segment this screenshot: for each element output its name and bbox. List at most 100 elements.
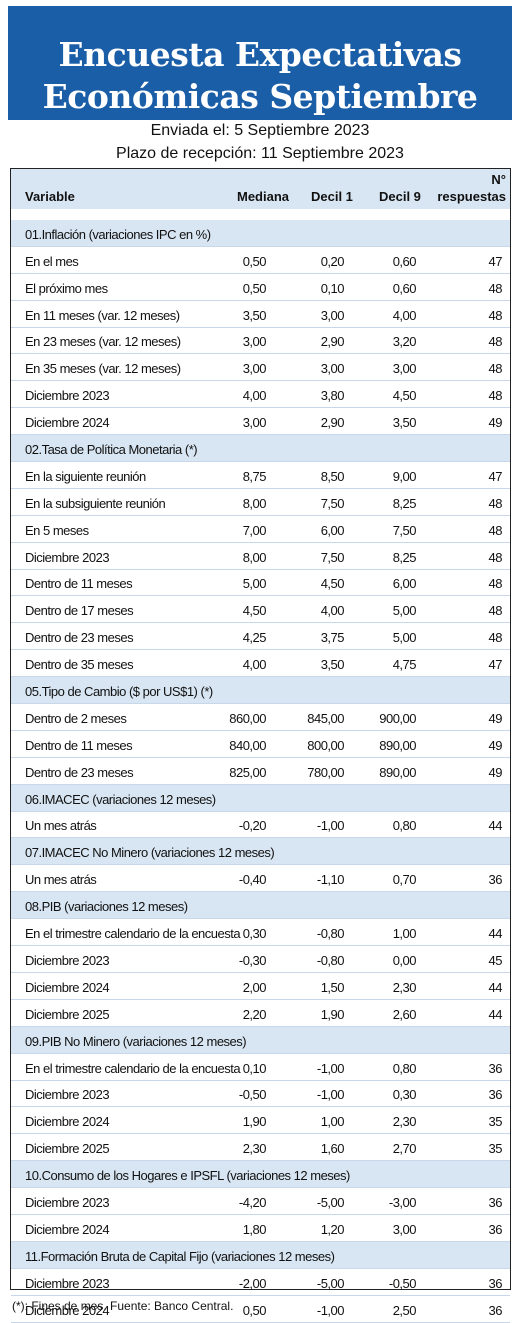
table-row: Diciembre 2024 2,00 1,50 2,30 44 bbox=[11, 973, 510, 1000]
median-cell: -2,00 bbox=[238, 1275, 267, 1291]
row-label: En la siguiente reunión bbox=[25, 468, 146, 484]
table-row: Un mes atrás -0,40 -1,10 0,70 36 bbox=[11, 865, 510, 893]
responses-cell: 45 bbox=[488, 952, 503, 968]
decile-1-cell: 3,50 bbox=[320, 657, 345, 673]
footnote: (*): Fines de mes. Fuente: Banco Central… bbox=[12, 1299, 234, 1313]
median-cell: 2,00 bbox=[242, 979, 267, 995]
decile-9-cell: 4,50 bbox=[392, 388, 417, 404]
decile-1-cell: 4,00 bbox=[320, 603, 345, 619]
table-row: Dentro de 11 meses 840,00 800,00 890,00 49 bbox=[11, 731, 510, 758]
table-row: Diciembre 2025 2,20 1,90 2,60 44 bbox=[11, 1000, 510, 1027]
category-row: 02.Tasa de Política Monetaria (*) bbox=[11, 435, 510, 463]
responses-cell: 48 bbox=[488, 388, 503, 404]
row-label: Un mes atrás bbox=[25, 872, 97, 888]
table-row: Un mes atrás -0,20 -1,00 0,80 44 bbox=[11, 812, 510, 839]
responses-cell: 48 bbox=[488, 522, 503, 538]
decile-1-cell: 1,60 bbox=[320, 1141, 345, 1157]
category-row: 08.PIB (variaciones 12 meses) bbox=[11, 892, 510, 920]
decile-9-cell: 8,25 bbox=[392, 549, 417, 565]
decile-9-cell: 3,20 bbox=[392, 334, 417, 350]
decile-1-cell: 7,50 bbox=[320, 549, 345, 565]
category-row: 01.Inflación (variaciones IPC en %) bbox=[11, 220, 510, 247]
responses-cell: 44 bbox=[488, 1006, 503, 1022]
row-label: Diciembre 2023 bbox=[25, 1194, 110, 1210]
table-row: Diciembre 2025 2,30 1,60 2,70 35 bbox=[11, 1134, 510, 1162]
responses-cell: 36 bbox=[488, 1060, 503, 1076]
responses-cell: 36 bbox=[488, 1302, 503, 1318]
table-row: El próximo mes 0,50 0,10 0,60 48 bbox=[11, 274, 510, 301]
decile-1-cell: 1,00 bbox=[320, 1114, 345, 1130]
median-cell: 3,00 bbox=[242, 334, 267, 350]
category-label: 06.IMACEC (variaciones 12 meses) bbox=[25, 791, 216, 807]
table-row: Dentro de 11 meses 5,00 4,50 6,00 48 bbox=[11, 570, 510, 597]
table-row: En la subsiguiente reunión 8,00 7,50 8,25 48 bbox=[11, 489, 510, 516]
decile-1-cell: -0,80 bbox=[316, 952, 345, 968]
category-row: 11.Formación Bruta de Capital Fijo (vari… bbox=[11, 1241, 510, 1269]
table-row: Diciembre 2024 1,90 1,00 2,30 35 bbox=[11, 1107, 510, 1135]
row-label: Diciembre 2024 bbox=[25, 1114, 110, 1130]
table-row: Dentro de 35 meses 4,00 3,50 4,75 47 bbox=[11, 650, 510, 678]
responses-cell: 48 bbox=[488, 549, 503, 565]
responses-cell: 48 bbox=[488, 307, 503, 323]
decile-9-cell: 0,00 bbox=[392, 952, 417, 968]
decile-9-cell: 4,00 bbox=[392, 307, 417, 323]
median-cell: 0,30 bbox=[242, 926, 267, 942]
decile-9-cell: 6,00 bbox=[392, 576, 417, 592]
decile-1-cell: 4,50 bbox=[320, 576, 345, 592]
table-row: Diciembre 2023 -0,30 -0,80 0,00 45 bbox=[11, 946, 510, 973]
decile-9-cell: -3,00 bbox=[388, 1194, 417, 1210]
row-label: El próximo mes bbox=[25, 280, 108, 296]
responses-cell: 48 bbox=[488, 603, 503, 619]
category-row: 10.Consumo de los Hogares e IPSFL (varia… bbox=[11, 1161, 510, 1189]
responses-cell: 47 bbox=[488, 468, 503, 484]
row-label: En la subsiguiente reunión bbox=[25, 495, 166, 511]
decile-9-cell: 0,70 bbox=[392, 872, 417, 888]
median-cell: 4,50 bbox=[242, 603, 267, 619]
table-row: Diciembre 2024 1,80 1,20 3,00 36 bbox=[11, 1215, 510, 1242]
decile-1-cell: -1,00 bbox=[316, 818, 345, 834]
decile-1-cell: -1,10 bbox=[316, 872, 345, 888]
table-row: Dentro de 23 meses 4,25 3,75 5,00 48 bbox=[11, 623, 510, 651]
decile-9-cell: -0,50 bbox=[388, 1275, 417, 1291]
decile-1-cell: -1,00 bbox=[316, 1060, 345, 1076]
category-label: 09.PIB No Minero (variaciones 12 meses) bbox=[25, 1033, 247, 1049]
table-row: Diciembre 2023 4,00 3,80 4,50 48 bbox=[11, 381, 510, 409]
decile-9-cell: 2,30 bbox=[392, 1114, 417, 1130]
median-cell: 825,00 bbox=[229, 764, 266, 780]
table-row: En el mes 0,50 0,20 0,60 47 bbox=[11, 247, 510, 274]
category-row: 09.PIB No Minero (variaciones 12 meses) bbox=[11, 1026, 510, 1054]
table-row: Dentro de 2 meses 860,00 845,00 900,00 49 bbox=[11, 704, 510, 731]
responses-cell: 36 bbox=[488, 1221, 503, 1237]
decile-9-cell: 3,00 bbox=[392, 1221, 417, 1237]
header-variable: Variable bbox=[25, 189, 75, 204]
header-responses: N° respuestas bbox=[437, 171, 506, 205]
decile-9-cell: 0,80 bbox=[392, 1060, 417, 1076]
median-cell: -4,20 bbox=[238, 1194, 267, 1210]
median-cell: 860,00 bbox=[229, 710, 266, 726]
header-responses-label: respuestas bbox=[437, 189, 506, 204]
median-cell: 840,00 bbox=[229, 737, 266, 753]
row-label: En el mes bbox=[25, 253, 79, 269]
responses-cell: 48 bbox=[488, 361, 503, 377]
responses-cell: 36 bbox=[488, 1194, 503, 1210]
row-label: Dentro de 2 meses bbox=[25, 710, 127, 726]
decile-1-cell: 800,00 bbox=[307, 737, 344, 753]
row-label: Diciembre 2025 bbox=[25, 1006, 110, 1022]
responses-cell: 49 bbox=[488, 737, 503, 753]
decile-9-cell: 900,00 bbox=[379, 710, 416, 726]
category-label: 02.Tasa de Política Monetaria (*) bbox=[25, 442, 198, 458]
median-cell: 8,75 bbox=[242, 468, 267, 484]
category-row: 05.Tipo de Cambio ($ por US$1) (*) bbox=[11, 677, 510, 705]
decile-1-cell: -1,00 bbox=[316, 1087, 345, 1103]
responses-cell: 49 bbox=[488, 710, 503, 726]
median-cell: 0,10 bbox=[242, 1060, 267, 1076]
decile-1-cell: 3,00 bbox=[320, 361, 345, 377]
median-cell: 8,00 bbox=[242, 495, 267, 511]
decile-9-cell: 3,00 bbox=[392, 361, 417, 377]
category-row: 06.IMACEC (variaciones 12 meses) bbox=[11, 784, 510, 812]
median-cell: 7,00 bbox=[242, 522, 267, 538]
decile-9-cell: 1,00 bbox=[392, 926, 417, 942]
median-cell: -0,20 bbox=[238, 818, 267, 834]
table-row: Diciembre 2023 -2,00 -5,00 -0,50 36 bbox=[11, 1269, 510, 1296]
header-decile-9: Decil 9 bbox=[379, 189, 421, 204]
